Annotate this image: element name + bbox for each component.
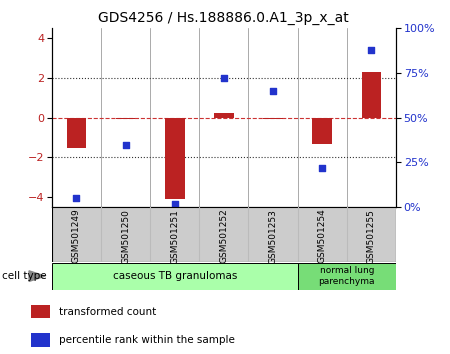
Point xyxy=(368,47,375,53)
Bar xyxy=(67,118,86,148)
Polygon shape xyxy=(29,271,45,281)
Text: GSM501250: GSM501250 xyxy=(121,209,130,264)
Text: GSM501251: GSM501251 xyxy=(170,209,179,264)
Bar xyxy=(312,118,332,143)
Text: GSM501255: GSM501255 xyxy=(367,209,376,264)
Text: caseous TB granulomas: caseous TB granulomas xyxy=(112,271,237,281)
Bar xyxy=(31,305,50,318)
Bar xyxy=(263,118,283,119)
Text: GSM501249: GSM501249 xyxy=(72,209,81,263)
Bar xyxy=(52,263,297,290)
Bar xyxy=(31,333,50,347)
Bar xyxy=(362,72,381,118)
Point xyxy=(220,75,227,81)
Title: GDS4256 / Hs.188886.0.A1_3p_x_at: GDS4256 / Hs.188886.0.A1_3p_x_at xyxy=(99,11,349,24)
Point xyxy=(73,195,80,201)
Text: GSM501252: GSM501252 xyxy=(220,209,228,263)
Point xyxy=(122,142,129,147)
Point xyxy=(171,201,178,206)
Bar xyxy=(165,118,184,199)
Bar xyxy=(297,263,396,290)
Point xyxy=(319,165,326,171)
Text: percentile rank within the sample: percentile rank within the sample xyxy=(58,335,234,345)
Text: cell type: cell type xyxy=(2,271,47,281)
Bar xyxy=(214,113,234,118)
Text: GSM501254: GSM501254 xyxy=(318,209,327,263)
Point xyxy=(270,88,277,94)
Bar xyxy=(116,118,135,119)
Text: GSM501253: GSM501253 xyxy=(269,209,278,264)
Text: normal lung
parenchyma: normal lung parenchyma xyxy=(319,267,375,286)
Text: transformed count: transformed count xyxy=(58,307,156,316)
